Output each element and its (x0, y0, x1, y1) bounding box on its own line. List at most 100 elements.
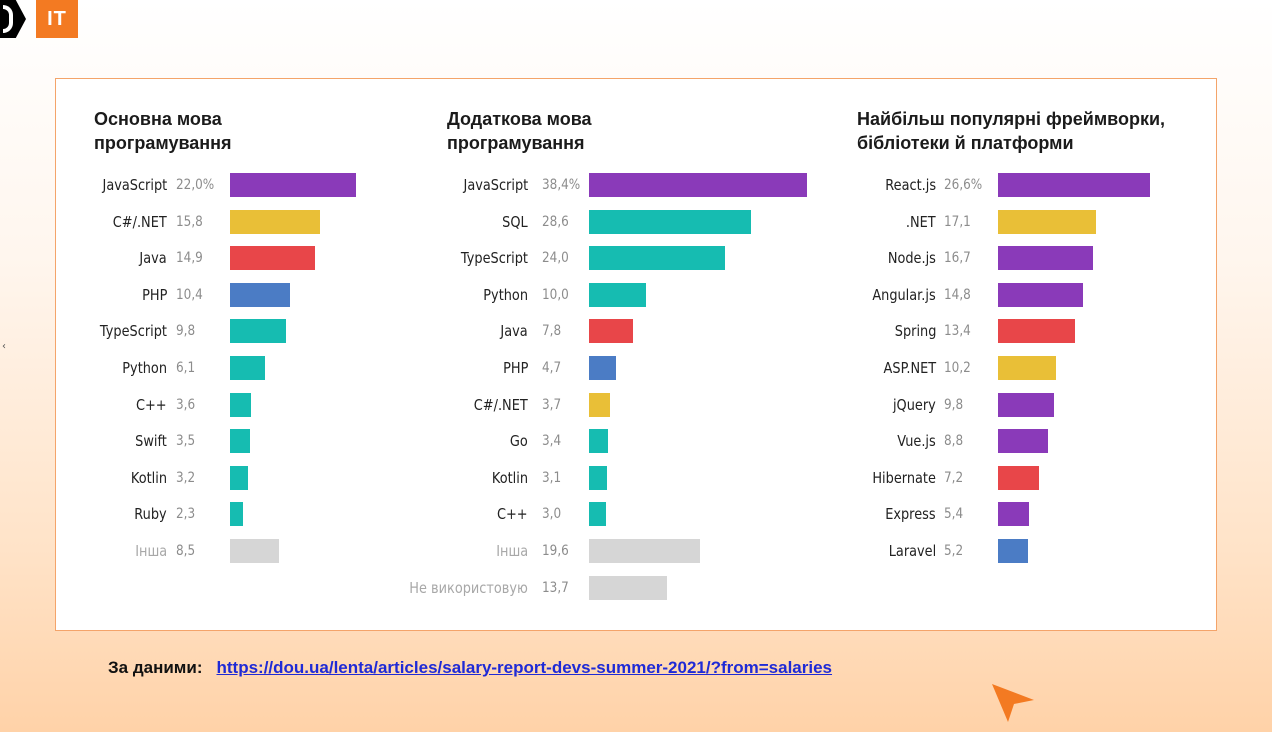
bar (230, 282, 290, 307)
bar-value-label: 14,8 (944, 286, 971, 303)
bar-value-label: 3,2 (176, 469, 196, 486)
bar-value-label: 14,9 (176, 250, 203, 267)
bar-value-label: 10,4 (176, 286, 203, 303)
bar-label: Express (885, 505, 936, 524)
bar-value-label: 3,6 (176, 396, 196, 413)
bar-label: Інша (496, 542, 528, 560)
bar-value-label: 16,7 (944, 250, 971, 267)
source-label: За даними: (108, 658, 203, 677)
bar-value-label: 15,8 (176, 213, 203, 230)
bar (589, 575, 667, 600)
bar-label: TypeScript (99, 322, 167, 341)
bar (589, 465, 607, 490)
cursor-arrow-icon (992, 684, 1034, 722)
bar-label: JavaScript (463, 176, 528, 194)
bar-label: C++ (136, 395, 167, 414)
bar (589, 429, 609, 454)
bar (998, 246, 1094, 271)
bar-label: React.js (885, 176, 936, 194)
bar-label: Python (483, 285, 528, 304)
bar-value-label: 28,6 (542, 213, 569, 230)
bar-value-label: 22,0% (176, 177, 215, 193)
bar-label: Kotlin (130, 468, 167, 487)
bar-value-label: 13,7 (542, 579, 569, 596)
bar-value-label: 24,0 (542, 250, 569, 267)
bar-value-label: 2,3 (176, 506, 196, 523)
bar (230, 502, 244, 527)
bar (998, 465, 1040, 490)
bar (589, 319, 634, 344)
bar-value-label: 9,8 (176, 323, 196, 340)
bar-label: Go (510, 432, 528, 451)
bar-value-label: 6,1 (176, 360, 196, 376)
bar-value-label: 3,4 (542, 433, 562, 450)
bar-label: ASP.NET (883, 359, 936, 377)
bar (589, 356, 616, 380)
bar-label: C#/.NET (474, 395, 528, 414)
bar-label: Python (122, 359, 167, 377)
bar-label: Hibernate (872, 468, 936, 487)
bar-label: Swift (135, 432, 167, 451)
bar-value-label: 17,1 (944, 213, 971, 230)
bar (230, 173, 356, 197)
bar-value-label: 3,5 (176, 433, 196, 450)
side-tick: ‹ (2, 341, 6, 352)
bar (998, 282, 1083, 307)
bar-label: Laravel (888, 542, 936, 560)
bar (230, 392, 251, 417)
bar (589, 282, 646, 307)
bar-label: TypeScript (460, 249, 528, 268)
charts-panel: Основна мова програмування Додаткова мов… (55, 78, 1217, 631)
bar-label: Angular.js (872, 285, 936, 304)
bar-label: Node.js (887, 249, 936, 268)
bar (998, 429, 1049, 454)
bar-value-label: 3,0 (542, 506, 562, 523)
bar-value-label: 3,7 (542, 396, 562, 413)
bar (230, 209, 321, 234)
bar (230, 539, 279, 563)
bar-value-label: 3,1 (542, 469, 562, 486)
bar-label: Java (500, 322, 528, 341)
bar (230, 465, 249, 490)
bar (998, 319, 1075, 344)
bar-label: C++ (497, 505, 528, 524)
bar (230, 356, 265, 380)
logo-it-badge: IT (36, 0, 78, 38)
bar-label: Java (139, 249, 167, 268)
source-line: За даними: https://dou.ua/lenta/articles/… (108, 658, 832, 678)
bar-value-label: 10,0 (542, 286, 569, 303)
bar-value-label: 26,6% (944, 177, 983, 193)
bar-label: Vue.js (897, 432, 936, 451)
bar-label: C#/.NET (113, 212, 167, 231)
bar (589, 173, 807, 197)
bar (589, 392, 610, 417)
bar (998, 502, 1029, 527)
bar (230, 246, 316, 271)
bar-value-label: 5,4 (944, 506, 964, 523)
bar-label: Інша (135, 542, 167, 560)
bar-value-label: 13,4 (944, 323, 971, 340)
bar-value-label: 4,7 (542, 360, 562, 376)
bar (998, 173, 1150, 197)
source-link[interactable]: https://dou.ua/lenta/articles/salary-rep… (216, 658, 833, 677)
bar-label: SQL (502, 212, 528, 231)
bar (998, 539, 1028, 563)
chart-title-frameworks: Найбільш популярні фреймворки, бібліотек… (857, 109, 1166, 153)
bar-value-label: 5,2 (944, 543, 964, 559)
bar-value-label: 7,8 (542, 323, 562, 340)
chart-title-secondary: Додаткова мова програмування (447, 109, 592, 153)
bar-label: PHP (141, 285, 167, 304)
logo-d-mark (0, 0, 26, 38)
bar-label: .NET (906, 212, 936, 231)
bar (230, 319, 287, 344)
bar (998, 356, 1057, 380)
bar-label: PHP (502, 359, 528, 377)
bar-value-label: 8,5 (176, 543, 196, 559)
bar (589, 502, 607, 527)
bar-value-label: 19,6 (542, 543, 569, 559)
chart-title-primary: Основна мова програмування (94, 109, 232, 153)
bar (589, 246, 726, 271)
bar (589, 539, 701, 563)
bar-value-label: 8,8 (944, 433, 964, 450)
bar-value-label: 10,2 (944, 360, 971, 376)
